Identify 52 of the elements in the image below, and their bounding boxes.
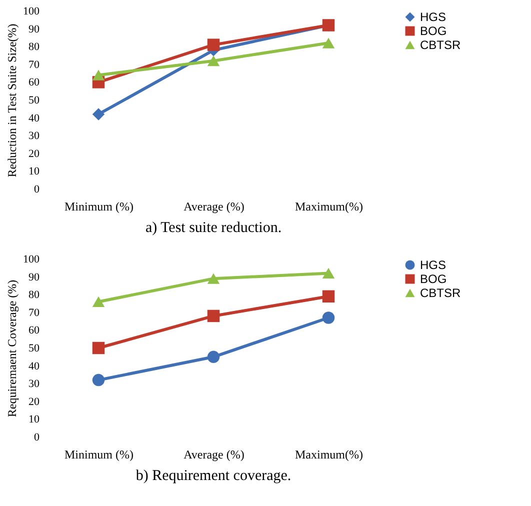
point <box>207 310 220 322</box>
point <box>92 70 105 80</box>
point <box>322 290 335 303</box>
point <box>92 108 105 120</box>
text: b) Requirement coverage. <box>136 468 292 484</box>
y-tick-label: 50 <box>28 94 40 106</box>
y-tick-label: 40 <box>28 360 40 372</box>
x-tick-label: Average (%) <box>184 448 244 462</box>
legend-label: BOG <box>420 272 447 286</box>
point <box>207 350 220 364</box>
x-tick-label: Minimum (%) <box>64 200 134 214</box>
y-tick-label: 10 <box>28 166 40 178</box>
y-tick-label: 10 <box>28 414 40 426</box>
y-tick-label: 60 <box>28 76 40 89</box>
point <box>322 268 335 279</box>
y-tick-label: 100 <box>23 254 40 266</box>
text: a) Test suite reduction. <box>145 220 282 236</box>
y-tick-label: 100 <box>23 6 40 18</box>
legend-label: CBTSR <box>420 38 462 52</box>
point <box>207 56 220 66</box>
point <box>92 342 105 354</box>
legend-label: BOG <box>420 24 447 38</box>
x-tick-label: Maximum(%) <box>295 448 363 462</box>
legend-label: CBTSR <box>420 286 462 300</box>
y-tick-label: 80 <box>28 41 40 54</box>
x-tick-label: Maximum(%) <box>295 200 363 214</box>
y-tick-label: 40 <box>28 112 40 124</box>
legend-label: HGS <box>420 10 446 24</box>
y-tick-label: 20 <box>28 148 40 160</box>
y-tick-label: 0 <box>34 432 40 444</box>
point <box>207 273 220 284</box>
y-tick-label: 20 <box>28 396 40 408</box>
y-axis-title: Reduction in Test Suite Size(%) <box>5 24 19 178</box>
x-tick-label: Average (%) <box>184 200 244 214</box>
y-tick-label: 30 <box>28 130 40 142</box>
y-tick-label: 80 <box>28 289 40 302</box>
point <box>207 38 220 51</box>
y-tick-label: 0 <box>34 184 40 196</box>
legend-label: HGS <box>420 258 446 272</box>
point <box>322 38 335 48</box>
y-tick-label: 90 <box>28 271 40 284</box>
y-tick-label: 60 <box>28 324 40 337</box>
point <box>92 296 105 308</box>
x-tick-label: Minimum (%) <box>64 448 134 462</box>
y-tick-label: 90 <box>28 23 40 36</box>
y-tick-label: 70 <box>28 58 40 71</box>
y-axis-title: Requiremaent Coverage (%) <box>5 280 19 418</box>
y-tick-label: 70 <box>28 306 40 319</box>
point <box>92 374 105 386</box>
y-tick-label: 30 <box>28 378 40 390</box>
point <box>322 312 335 324</box>
y-tick-label: 50 <box>28 342 40 354</box>
